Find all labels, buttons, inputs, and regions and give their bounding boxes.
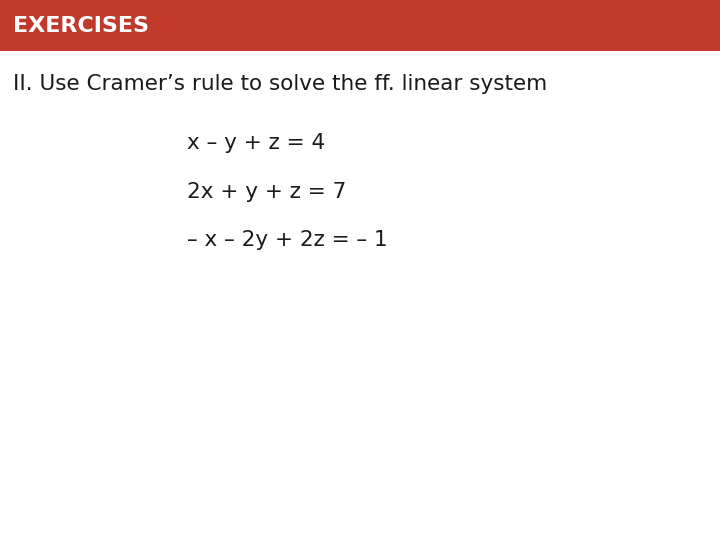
Text: – x – 2y + 2z = – 1: – x – 2y + 2z = – 1	[187, 230, 388, 251]
Text: II. Use Cramer’s rule to solve the ff. linear system: II. Use Cramer’s rule to solve the ff. l…	[13, 73, 547, 94]
Text: EXERCISES: EXERCISES	[13, 16, 149, 36]
Text: x – y + z = 4: x – y + z = 4	[187, 133, 325, 153]
Text: 2x + y + z = 7: 2x + y + z = 7	[187, 181, 346, 202]
